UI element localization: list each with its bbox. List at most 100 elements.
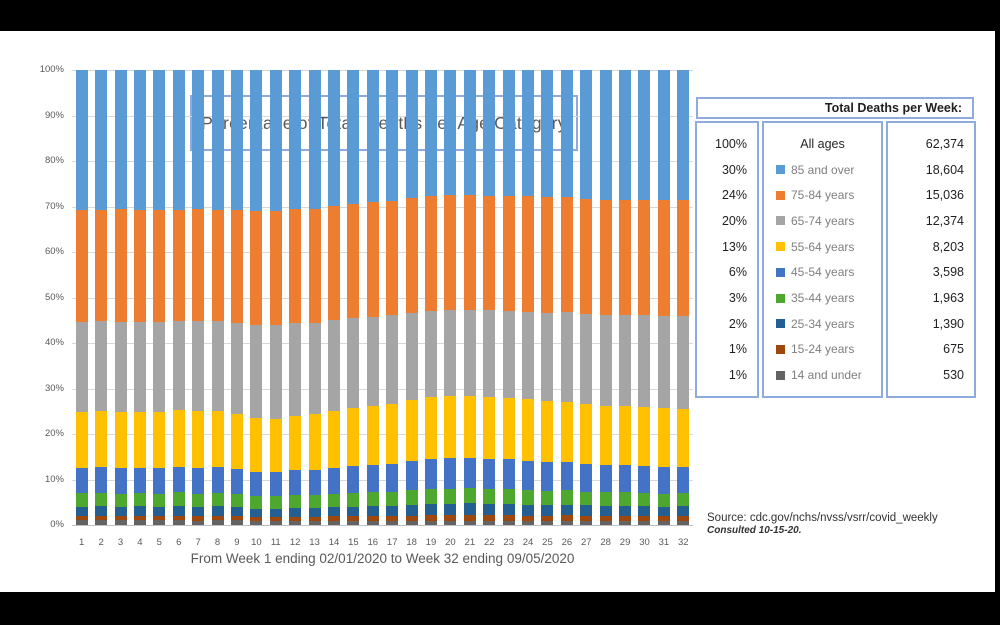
segment-25-34-years	[386, 505, 399, 517]
y-tick-label-60: 60%	[44, 246, 64, 257]
segment-65-74-years	[425, 311, 438, 398]
segment-55-64-years	[405, 400, 418, 462]
segment-65-74-years	[522, 311, 535, 400]
y-tick-label-90: 90%	[44, 109, 64, 121]
segment-65-74-years	[192, 320, 205, 411]
segment-25-34-years	[347, 506, 360, 517]
segment-75-84-years	[386, 200, 399, 316]
legend-total-column: 62,374 18,604 15,036 12,374 8,203 3,598 1,963 1…	[886, 121, 976, 398]
segment-85-and-over	[522, 70, 535, 197]
segment-65-74-years	[269, 325, 282, 419]
segment-25-34-years	[133, 506, 146, 516]
segment-25-34-years	[483, 503, 496, 516]
legend-label-45-54-years: 45-54 years	[791, 265, 855, 280]
segment-85-and-over	[386, 70, 399, 201]
segment-35-44-years	[444, 488, 457, 504]
bar-week-15	[347, 70, 360, 525]
segment-55-64-years	[657, 408, 670, 467]
segment-15-24-years	[269, 516, 282, 521]
segment-55-64-years	[211, 410, 224, 468]
segment-45-54-years	[211, 467, 224, 493]
segment-15-24-years	[347, 516, 360, 521]
segment-45-54-years	[327, 467, 340, 494]
segment-14-and-under	[347, 520, 360, 525]
total-cell-65-74-years: 12,374	[925, 213, 964, 228]
segment-65-74-years	[153, 322, 166, 412]
legend-swatch-45-54-years	[776, 267, 785, 277]
segment-14-and-under	[386, 521, 399, 525]
segment-85-and-over	[308, 70, 321, 209]
segment-85-and-over	[580, 70, 593, 199]
legend-label-55-64-years: 55-64 years	[791, 239, 855, 254]
segment-45-54-years	[153, 468, 166, 494]
segment-65-74-years	[308, 322, 321, 415]
segment-15-24-years	[386, 516, 399, 522]
segment-45-54-years	[347, 466, 360, 494]
segment-14-and-under	[308, 520, 321, 525]
segment-65-74-years	[502, 310, 515, 398]
bar-week-23	[502, 70, 515, 525]
percent-cell-85-and-over: 30%	[721, 162, 747, 177]
segment-14-and-under	[327, 520, 340, 525]
segment-14-and-under	[75, 520, 88, 525]
segment-85-and-over	[327, 70, 340, 207]
legend-row-25-34-years: 25-34 years	[764, 311, 881, 337]
segment-65-74-years	[638, 315, 651, 407]
segment-65-74-years	[677, 316, 690, 409]
segment-55-64-years	[366, 405, 379, 465]
bar-week-4	[133, 70, 146, 525]
segment-55-64-years	[638, 406, 651, 466]
segment-14-and-under	[269, 520, 282, 525]
segment-75-84-years	[599, 199, 612, 315]
percent-cell-75-84-years: 24%	[721, 188, 747, 203]
x-tick-label-4: 4	[137, 537, 143, 548]
bar-week-28	[599, 70, 612, 525]
segment-55-64-years	[580, 404, 593, 465]
segment-15-24-years	[289, 516, 302, 521]
segment-35-44-years	[386, 491, 399, 506]
segment-35-44-years	[95, 492, 108, 507]
x-tick-label-28: 28	[600, 537, 611, 548]
segment-75-84-years	[250, 211, 263, 325]
gridline-80	[72, 161, 693, 162]
segment-55-64-years	[425, 397, 438, 460]
segment-15-24-years	[405, 515, 418, 522]
segment-15-24-years	[230, 516, 243, 521]
bar-week-5	[153, 70, 166, 525]
bar-week-25	[541, 70, 554, 525]
segment-14-and-under	[230, 520, 243, 525]
segment-35-44-years	[114, 493, 127, 507]
segment-35-44-years	[192, 493, 205, 508]
gridline-50	[72, 297, 693, 299]
segment-75-84-years	[463, 195, 476, 311]
total-cell-75-84-years: 15,036	[925, 188, 964, 203]
segment-25-34-years	[250, 508, 263, 517]
slide: Percentage of Total Deaths per Age Categ…	[0, 31, 995, 592]
x-tick-label-31: 31	[658, 537, 670, 548]
percent-cell-45-54-years: 6%	[728, 265, 747, 280]
legend-label-15-24-years: 15-24 years	[791, 342, 855, 357]
segment-85-and-over	[133, 70, 146, 211]
x-tick-label-1: 1	[79, 537, 85, 548]
segment-15-24-years	[677, 515, 690, 521]
segment-45-54-years	[114, 468, 127, 494]
legend-swatch-85-and-over	[776, 165, 785, 175]
segment-25-34-years	[502, 503, 515, 516]
segment-75-84-years	[425, 196, 438, 312]
x-tick-label-9: 9	[234, 537, 240, 548]
x-tick-label-14: 14	[328, 537, 340, 548]
segment-75-84-years	[657, 200, 670, 317]
y-tick-label-10: 10%	[44, 473, 64, 485]
segment-75-84-years	[153, 210, 166, 323]
segment-45-54-years	[192, 467, 205, 494]
segment-14-and-under	[425, 521, 438, 525]
segment-65-74-years	[133, 322, 146, 413]
x-tick-label-32: 32	[678, 537, 689, 548]
legend-label-65-74-years: 65-74 years	[791, 213, 855, 228]
segment-35-44-years	[366, 492, 379, 507]
segment-35-44-years	[541, 490, 554, 505]
segment-45-54-years	[95, 467, 108, 493]
segment-65-74-years	[75, 321, 88, 413]
segment-55-64-years	[327, 410, 340, 468]
segment-75-84-years	[289, 208, 302, 324]
